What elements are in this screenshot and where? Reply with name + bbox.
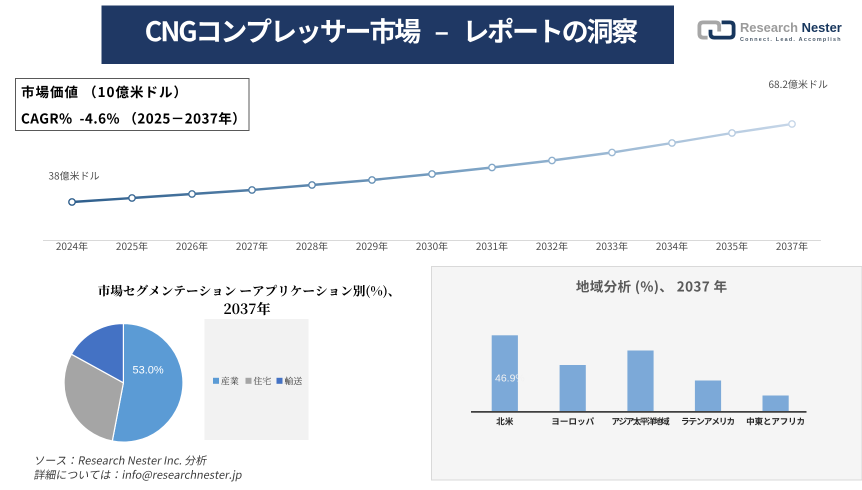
svg-text:Connect. Lead. Accomplish: Connect. Lead. Accomplish bbox=[740, 37, 842, 43]
svg-text:Research Nester: Research Nester bbox=[740, 20, 842, 35]
svg-text:53.0%: 53.0% bbox=[133, 365, 164, 377]
svg-text:46.9%: 46.9% bbox=[495, 373, 525, 385]
